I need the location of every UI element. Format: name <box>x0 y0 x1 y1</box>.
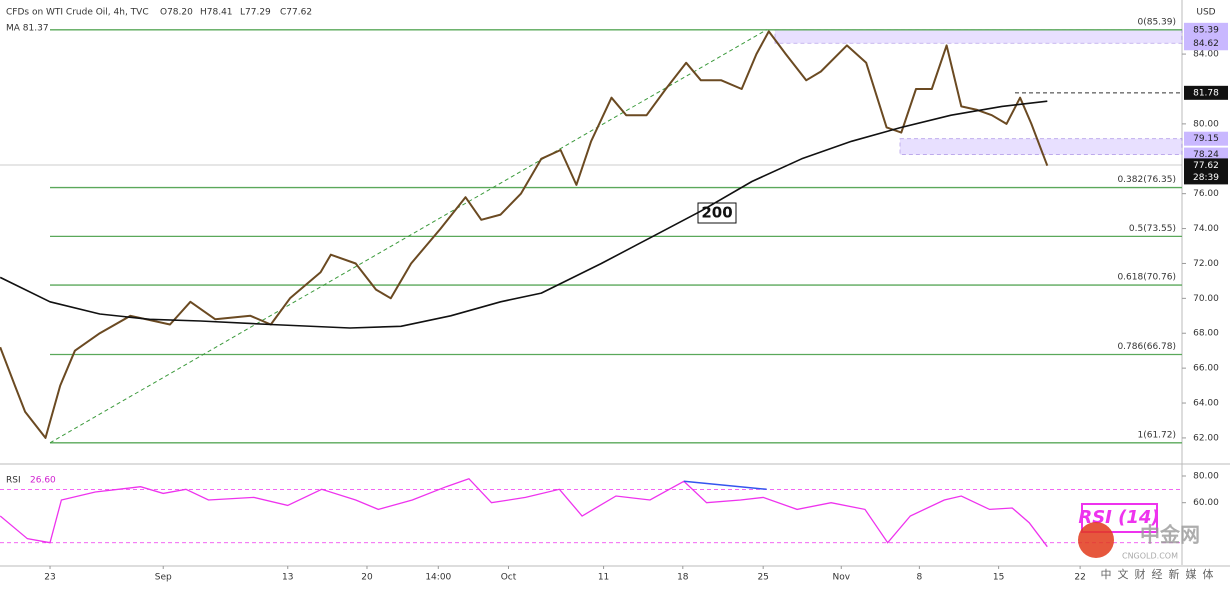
x-tick-label: 15 <box>993 573 1004 583</box>
y-tick-label: 80.00 <box>1193 119 1219 129</box>
fib-label: 0.382(76.35) <box>1117 175 1176 185</box>
symbol-title: CFDs on WTI Crude Oil, 4h, TVC <box>6 8 149 18</box>
rsi-title: RSI <box>6 476 21 486</box>
watermark-logo <box>1078 522 1114 558</box>
ma-label: MA 81.37 <box>6 24 49 34</box>
x-tick-label: 25 <box>757 573 768 583</box>
x-tick-label: 20 <box>361 573 373 583</box>
moving-average <box>0 100 1048 329</box>
fib-label: 0(85.39) <box>1137 17 1176 27</box>
price-badge <box>1184 158 1228 185</box>
fib-label: 0.5(73.55) <box>1129 224 1176 234</box>
y-tick-label: 84.00 <box>1193 50 1219 60</box>
watermark-name: 中金网 <box>1140 523 1200 547</box>
y-tick-label: 74.00 <box>1193 224 1219 234</box>
y-tick-label: 66.00 <box>1193 364 1219 374</box>
price-badge <box>1184 131 1228 146</box>
y-tick-label: 76.00 <box>1193 189 1219 199</box>
x-tick-label: 11 <box>598 573 609 583</box>
ohlc-open: O78.20 <box>160 8 193 18</box>
rsi-line <box>0 477 1048 548</box>
fib-label: 0.786(66.78) <box>1117 342 1176 352</box>
rsi-y-tick-label: 80.00 <box>1193 472 1219 482</box>
price-badge <box>1184 36 1228 51</box>
watermark-slogan: 中文财经新媒体 <box>1101 567 1220 581</box>
x-tick-label: 22 <box>1074 573 1085 583</box>
x-tick-label: 14:00 <box>425 573 451 583</box>
x-tick-label: Nov <box>832 573 850 583</box>
countdown: 28:39 <box>1193 173 1219 183</box>
rsi-y-tick-label: 60.00 <box>1193 498 1219 508</box>
y-tick-label: 62.00 <box>1193 433 1219 443</box>
ohlc-high: H78.41 <box>200 8 233 18</box>
x-tick-label: 8 <box>917 573 923 583</box>
x-tick-label: Sep <box>155 573 172 583</box>
price-badge-label: 77.62 <box>1193 161 1219 171</box>
price-badge-label: 81.78 <box>1193 88 1219 98</box>
price-zone <box>774 29 1183 44</box>
trend-line <box>49 29 767 444</box>
price-badge-label: 85.39 <box>1193 25 1219 35</box>
ma-period-label: 200 <box>701 204 732 222</box>
fib-label: 0.618(70.76) <box>1117 273 1176 283</box>
y-tick-label: 72.00 <box>1193 259 1219 269</box>
price-badge-label: 78.24 <box>1193 150 1219 160</box>
x-tick-label: 18 <box>677 573 689 583</box>
ohlc-close: C77.62 <box>280 8 312 18</box>
rsi-last-value: 26.60 <box>30 476 56 486</box>
y-tick-label: 68.00 <box>1193 329 1219 339</box>
ohlc-low: L77.29 <box>240 8 271 18</box>
watermark-site: CNGOLD.COM <box>1122 552 1178 561</box>
price-badge <box>1184 85 1228 100</box>
price-badge <box>1184 147 1228 162</box>
price-line <box>0 30 1049 439</box>
x-tick-label: 13 <box>282 573 293 583</box>
currency: USD <box>1196 8 1215 18</box>
y-tick-label: 64.00 <box>1193 399 1219 409</box>
price-badge <box>1184 22 1228 37</box>
price-badge-label: 79.15 <box>1193 134 1219 144</box>
price-badge-label: 84.62 <box>1193 39 1219 49</box>
fib-label: 1(61.72) <box>1137 430 1176 440</box>
x-tick-label: 23 <box>44 573 55 583</box>
y-tick-label: 70.00 <box>1193 294 1219 304</box>
x-tick-label: Oct <box>501 573 517 583</box>
rsi-divergence <box>683 480 767 491</box>
